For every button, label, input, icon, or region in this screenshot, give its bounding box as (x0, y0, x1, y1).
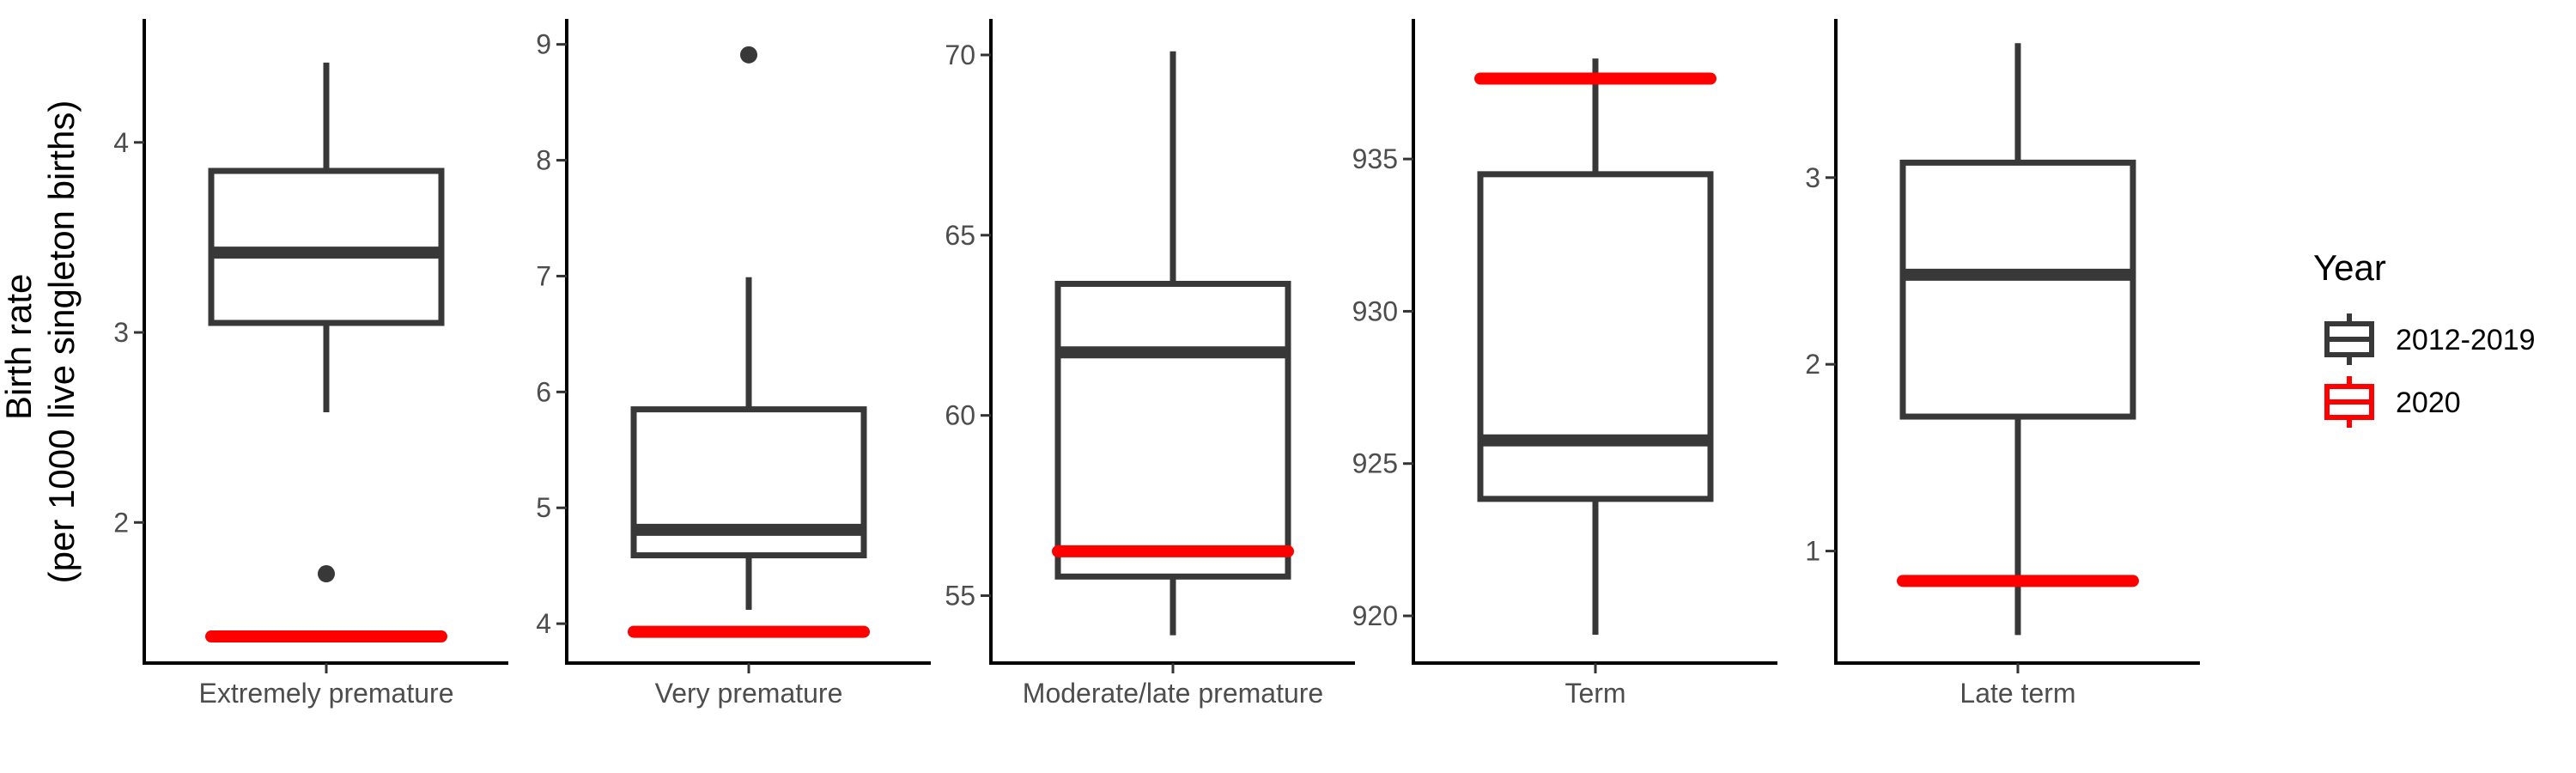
y-tick-label: 9 (536, 29, 551, 60)
box-2012-2019 (1054, 280, 1291, 580)
y-tick-label: 2 (113, 507, 129, 538)
box-2012-2019 (1477, 171, 1714, 502)
y-tick-label: 3 (113, 317, 129, 348)
x-tick-label: Extremely premature (199, 678, 454, 709)
y-axis-title: Birth rate (per 1000 live singleton birt… (0, 100, 82, 584)
y-tick-label: 2 (1805, 349, 1820, 380)
legend-label: 2012-2019 (2396, 324, 2536, 356)
panel-very-premature: 4 5 6 7 8 9 Very premature (536, 19, 931, 709)
legend: Year 2012-2019 2020 (2313, 247, 2536, 428)
x-tick-label: Late term (1959, 678, 2075, 709)
y-tick-label: 4 (113, 127, 129, 158)
y-tick-label: 3 (1805, 162, 1820, 193)
y-tick-label: 8 (536, 145, 551, 176)
panel-term: 920 925 930 935 Term (1352, 19, 1777, 709)
y-tick-label: 925 (1352, 448, 1398, 479)
y-tick-label: 6 (536, 376, 551, 407)
y-tick-label: 920 (1352, 600, 1398, 631)
y-tick-label: 1 (1805, 536, 1820, 567)
y-tick-label: 65 (945, 220, 975, 251)
legend-label: 2020 (2396, 386, 2461, 419)
outlier-point (740, 46, 757, 64)
y-tick-label: 5 (536, 492, 551, 523)
x-tick-label: Term (1564, 678, 1625, 709)
panels-group: 2 3 4 Extremely premature 4 5 6 7 8 9 Very prematu… (113, 19, 2200, 709)
y-tick-label: 7 (536, 260, 551, 291)
panel-late-term: 1 2 3 Late term (1805, 19, 2200, 709)
y-axis-title-line2: (per 1000 live singleton births) (41, 100, 82, 584)
outlier-point (318, 565, 335, 583)
x-tick-label: Very premature (655, 678, 843, 709)
y-tick-label: 70 (945, 40, 975, 70)
y-axis-title-line1: Birth rate (0, 274, 39, 420)
y-tick-label: 4 (536, 608, 551, 639)
legend-entries: 2012-2019 2020 (2324, 313, 2536, 428)
panel-moderate-late-premature: 55 60 65 70 Moderate/late premature (945, 19, 1355, 709)
box-2012-2019 (1899, 159, 2136, 420)
y-tick-label: 60 (945, 400, 975, 431)
y-tick-label: 935 (1352, 143, 1398, 174)
legend-title: Year (2313, 247, 2386, 288)
x-tick-label: Moderate/late premature (1023, 678, 1323, 709)
panel-extremely-premature: 2 3 4 Extremely premature (113, 19, 508, 709)
legend-entry-2020: 2020 (2324, 376, 2461, 428)
y-tick-label: 55 (945, 581, 975, 612)
legend-entry-2012-2019: 2012-2019 (2324, 313, 2536, 365)
y-tick-label: 930 (1352, 295, 1398, 326)
